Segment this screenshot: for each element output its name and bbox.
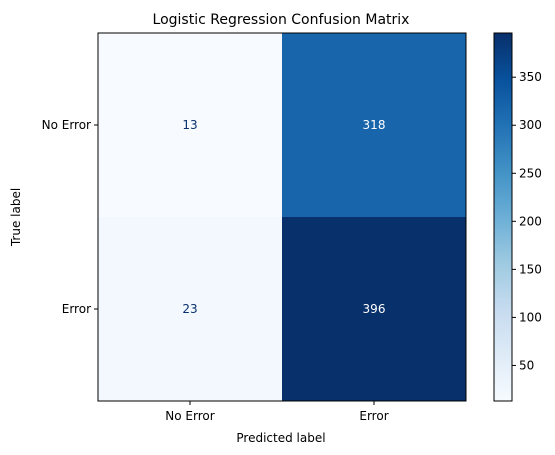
matrix-cell-r1-c0 [98,217,282,401]
x-tick-label: Error [359,409,388,423]
x-tick-label: No Error [165,409,214,423]
y-tick-label: Error [62,302,91,316]
colorbar-tick-label: 350 [519,70,542,84]
matrix-cell-r1-c1 [282,217,466,401]
matrix-cell-r0-c1 [282,33,466,217]
matrix-cell-value-r0-c1: 318 [363,118,386,132]
colorbar-tick-label: 250 [519,166,542,180]
colorbar [493,32,513,402]
colorbar-tick-label: 150 [519,262,542,276]
colorbar-tick-label: 100 [519,310,542,324]
x-axis-ticks: No Error Error [165,401,389,423]
matrix-cell-value-r0-c0: 13 [182,118,197,132]
y-axis-ticks: No Error Error [42,118,98,316]
x-axis-label: Predicted label [236,431,325,445]
matrix-cell-value-r1-c1: 396 [363,302,386,316]
y-tick-label: No Error [42,118,91,132]
plot-frame [97,32,467,402]
matrix-cell-labels: 13 318 23 396 [182,118,385,316]
colorbar-tick-label: 50 [519,358,534,372]
y-axis-label: True label [9,188,23,247]
colorbar-ticks: 50 100 150 200 250 300 350 [512,70,542,372]
colorbar-tick-label: 300 [519,118,542,132]
matrix-cells [98,33,466,401]
chart-title: Logistic Regression Confusion Matrix [153,12,410,28]
matrix-cell-value-r1-c0: 23 [182,302,197,316]
colorbar-tick-label: 200 [519,214,542,228]
matrix-cell-r0-c0 [98,33,282,217]
